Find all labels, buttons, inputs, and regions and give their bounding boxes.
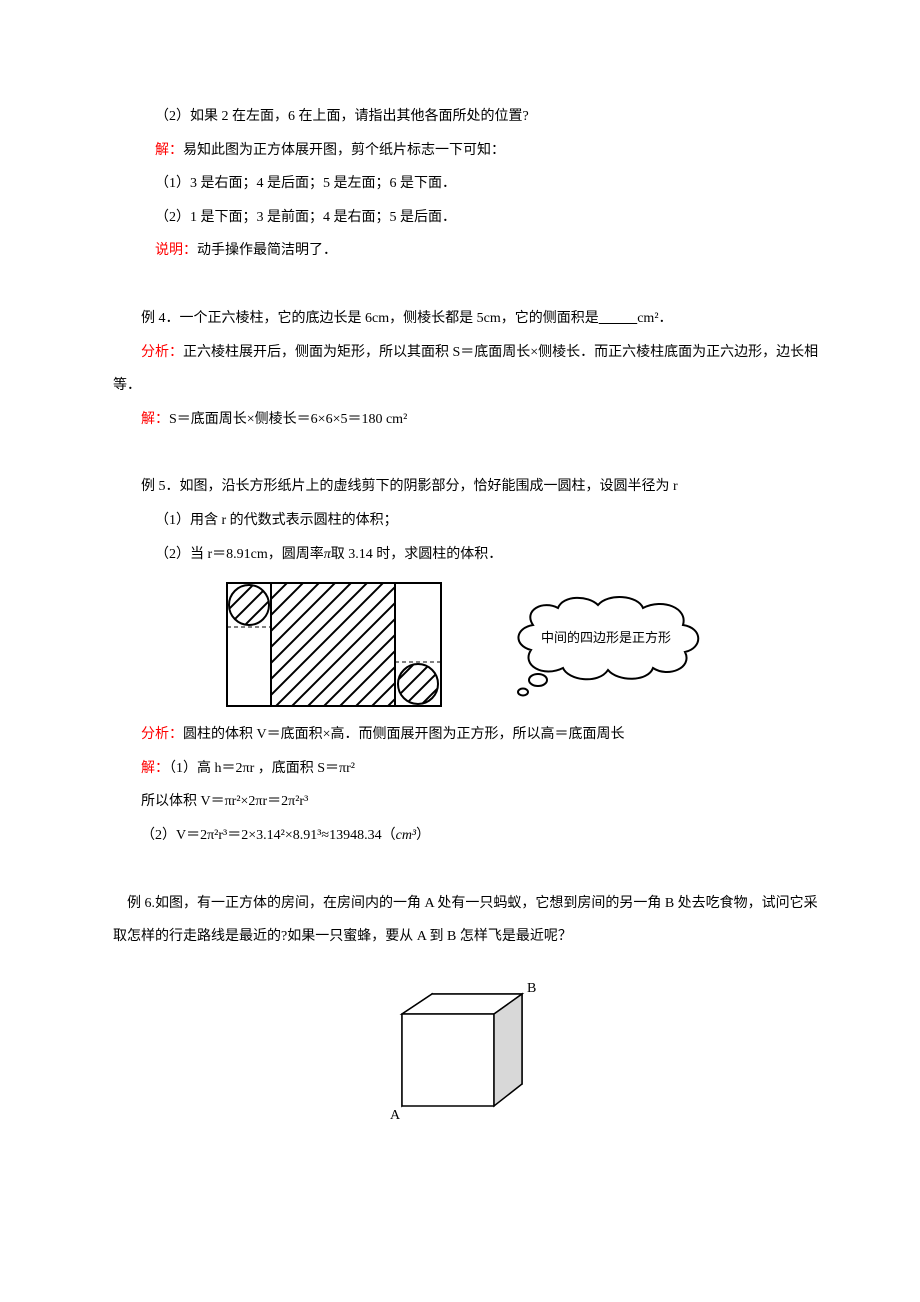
block1-p5: 说明：动手操作最简洁明了． xyxy=(113,234,825,268)
ex5-p3: （2）当 r＝8.91cm，圆周率π取 3.14 时，求圆柱的体积． xyxy=(113,538,825,572)
block1-p1: （2）如果 2 在左面，6 在上面，请指出其他各面所处的位置? xyxy=(113,100,825,134)
ex5-figure-row: 中间的四边形是正方形 xyxy=(113,581,825,708)
ex4-p1-b: cm²． xyxy=(637,311,672,326)
ex5-p4-text: 圆柱的体积 V＝底面积×高．而侧面展开图为正方形，所以高＝底面周长 xyxy=(183,727,625,742)
blank-underline xyxy=(599,311,638,326)
cube-diagram: B A xyxy=(382,964,557,1139)
ex5-p5: 解：（1）高 h＝2πr ，底面积 S＝πr² xyxy=(113,752,825,786)
label-note: 说明： xyxy=(155,243,197,258)
block1-p4: （2）1 是下面；3 是前面；4 是右面；5 是后面． xyxy=(113,201,825,235)
ex5-p5-text: （1）高 h＝2πr ，底面积 S＝πr² xyxy=(169,761,355,776)
ex4-p2: 分析：正六棱柱展开后，侧面为矩形，所以其面积 S＝底面周长×侧棱长．而正六棱柱底… xyxy=(113,336,825,403)
bubble-text: 中间的四边形是正方形 xyxy=(541,630,671,645)
ex5-p4: 分析：圆柱的体积 V＝底面积×高．而侧面展开图为正方形，所以高＝底面周长 xyxy=(113,718,825,752)
ex6-p1: 例 6.如图，有一正方体的房间，在房间内的一角 A 处有一只蚂蚁，它想到房间的另… xyxy=(113,887,825,954)
label-analysis: 分析： xyxy=(141,727,183,742)
ex5-p3-b: 取 3.14 时，求圆柱的体积． xyxy=(331,547,503,562)
label-solution: 解： xyxy=(141,412,169,427)
ex5-p1: 例 5．如图，沿长方形纸片上的虚线剪下的阴影部分，恰好能围成一圆柱，设圆半径为 … xyxy=(113,470,825,504)
label-a: A xyxy=(390,1108,401,1123)
pi-symbol: π xyxy=(324,547,331,562)
cm3-unit: cm³ xyxy=(396,828,417,843)
ex4-p1-a: 例 4．一个正六棱柱，它的底边长是 6cm，侧棱长都是 5cm，它的侧面积是 xyxy=(141,311,599,326)
block1-p2: 解：易知此图为正方体展开图，剪个纸片标志一下可知： xyxy=(113,134,825,168)
label-analysis: 分析： xyxy=(141,345,183,360)
ex5-p3-a: （2）当 r＝8.91cm，圆周率 xyxy=(155,547,324,562)
ex5-p6: 所以体积 V＝πr²×2πr＝2π²r³ xyxy=(113,785,825,819)
block1-p5-text: 动手操作最简洁明了． xyxy=(197,243,337,258)
ex4-p1: 例 4．一个正六棱柱，它的底边长是 6cm，侧棱长都是 5cm，它的侧面积是 c… xyxy=(113,302,825,336)
ex4-p3: 解：S＝底面周长×侧棱长＝6×6×5＝180 cm² xyxy=(113,403,825,437)
ex5-p7-b: ） xyxy=(416,828,430,843)
ex5-p2: （1）用含 r 的代数式表示圆柱的体积； xyxy=(113,504,825,538)
label-solution: 解： xyxy=(141,761,169,776)
label-b: B xyxy=(527,981,536,996)
label-solution: 解： xyxy=(155,143,183,158)
thought-bubble: 中间的四边形是正方形 xyxy=(503,590,713,700)
cylinder-net-diagram xyxy=(225,581,443,708)
ex4-p3-text: S＝底面周长×侧棱长＝6×6×5＝180 cm² xyxy=(169,412,407,427)
ex5-p7-a: （2）V＝2π²r³＝2×3.14²×8.91³≈13948.34（ xyxy=(141,828,396,843)
ex4-p2-text: 正六棱柱展开后，侧面为矩形，所以其面积 S＝底面周长×侧棱长．而正六棱柱底面为正… xyxy=(113,345,818,394)
ex6-figure: B A xyxy=(113,964,825,1139)
ex5-p7: （2）V＝2π²r³＝2×3.14²×8.91³≈13948.34（cm³） xyxy=(113,819,825,853)
block1-p3: （1）3 是右面；4 是后面；5 是左面；6 是下面． xyxy=(113,167,825,201)
block1-p2-text: 易知此图为正方体展开图，剪个纸片标志一下可知： xyxy=(183,143,505,158)
